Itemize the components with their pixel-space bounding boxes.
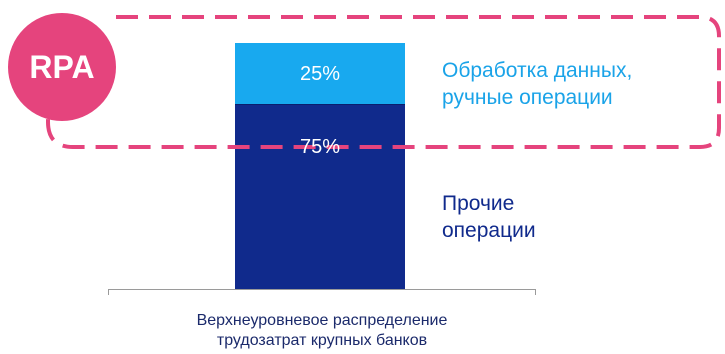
legend-label-data-processing: Обработка данных, ручные операции [442, 57, 632, 111]
rpa-badge: RPA [8, 13, 116, 121]
legend-label-other-operations: Прочие операции [442, 190, 536, 244]
x-axis-caption-line-2: трудозатрат крупных банков [216, 332, 428, 349]
legend-label-other-operations-line-1: Прочие [442, 191, 515, 215]
segment-label-other-operations: 75% [299, 135, 341, 158]
legend-label-data-processing-line-2: ручные операции [442, 86, 613, 109]
x-axis-caption-line-1: Верхнеуровневое распределение [196, 312, 448, 329]
bars-group [235, 43, 405, 289]
x-axis-caption: Верхнеуровневое распределение трудозатра… [108, 311, 536, 351]
bar-segment-1 [235, 43, 405, 105]
segment-label-data-processing: 25% [299, 62, 341, 85]
legend-label-other-operations-line-2: операции [442, 218, 536, 242]
legend-label-data-processing-line-1: Обработка данных, [442, 59, 633, 82]
bar-segment-0 [235, 104, 405, 289]
rpa-highlight-region [46, 15, 721, 149]
